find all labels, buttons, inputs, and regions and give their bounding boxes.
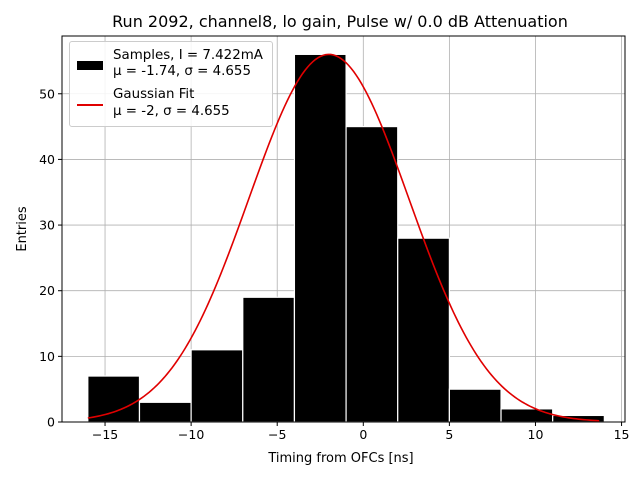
histogram-bar [500,408,554,423]
x-tick-label: 15 [614,427,630,442]
legend-samples-label: Samples, I = 7.422mA [113,48,263,63]
histogram-bar [448,388,502,423]
y-tick-label: 40 [39,152,55,167]
histogram-bar [242,296,296,423]
histogram-bar [293,53,347,423]
x-tick-label: −10 [178,427,204,442]
x-tick-label: 5 [445,427,453,442]
chart-title: Run 2092, channel8, lo gain, Pulse w/ 0.… [112,12,568,31]
y-tick-label: 20 [39,283,55,298]
legend-samples-stats: μ = -1.74, σ = 4.655 [113,64,251,79]
y-tick-label: 30 [39,218,55,233]
legend-fit-swatch [77,104,103,106]
x-axis-label: Timing from OFCs [ns] [267,451,413,466]
histogram-bar [138,401,192,423]
y-axis-label: Entries [15,206,30,252]
legend-samples-swatch [77,61,103,70]
histogram-bars [87,53,605,423]
x-tick-label: −15 [92,427,118,442]
y-tick-label: 0 [47,415,55,430]
y-tick-label: 10 [39,349,55,364]
histogram-bar [87,375,141,423]
x-tick-label: −5 [268,427,286,442]
x-tick-label: 10 [528,427,544,442]
histogram-bar [397,237,450,423]
legend: Samples, I = 7.422mA μ = -1.74, σ = 4.65… [69,41,273,127]
histogram-bar [345,125,399,423]
plot-frame [61,35,626,423]
histogram-bar [190,349,244,423]
gaussian-fit-curve [87,53,600,422]
y-tick-label: 50 [39,86,55,101]
legend-fit-label: Gaussian Fit [113,87,195,102]
axis-ticks: −15 −10 −5 0 5 10 15 0 10 20 30 40 50 [39,86,629,442]
legend-fit-stats: μ = -2, σ = 4.655 [113,104,230,119]
x-tick-label: 0 [359,427,367,442]
